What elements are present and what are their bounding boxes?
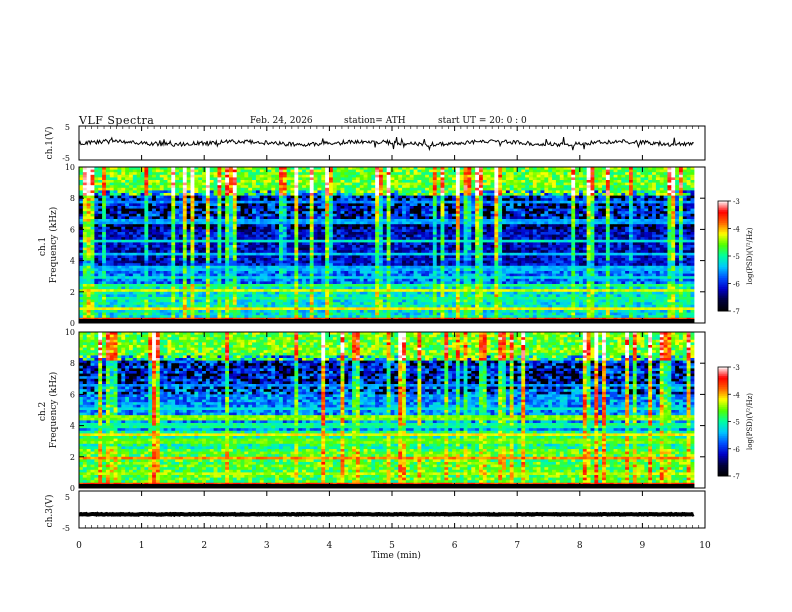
ch2-colorbar-tick-label: -7 xyxy=(733,473,740,481)
ch1-colorbar-label: log(PSD)(V²/Hz) xyxy=(746,227,754,284)
ch3-voltage-frame xyxy=(78,490,706,529)
ch1-colorbar-tick-label: -5 xyxy=(733,253,740,261)
figure-title: VLF Spectra xyxy=(79,114,155,127)
ch1-channel-label: ch.1 xyxy=(38,237,48,256)
ch2-colorbar-tick-label: -5 xyxy=(733,419,740,427)
ch1-spectrogram-panel: 0 2 4 6 8 10 ch.1 Frequency (kHz) -3 -4 -5 -6 -7 l… xyxy=(38,163,754,328)
ch2-freq-tick-label: 4 xyxy=(70,422,75,431)
time-axis-label: Time (min) xyxy=(371,550,421,561)
ch1-freq-tick-label: 10 xyxy=(65,163,75,172)
ch1-colorbar-tick-label: -3 xyxy=(733,198,740,206)
time-tick-label: 6 xyxy=(452,541,458,551)
ch3-voltage-trace xyxy=(78,511,695,518)
ch2-frequency-label: Frequency (kHz) xyxy=(48,372,59,449)
ch3-ytick-top: 5 xyxy=(65,493,70,502)
ch2-freq-tick-label: 8 xyxy=(70,359,75,368)
ch3-voltage-panel: 5 -5 ch.3(V) xyxy=(44,490,706,533)
ch2-channel-label: ch.2 xyxy=(38,402,48,421)
ch2-freq-tick-label: 0 xyxy=(70,484,75,493)
ch2-freq-tick-label: 6 xyxy=(70,390,75,399)
ch2-spectrogram-image xyxy=(79,332,705,489)
date-label: Feb. 24, 2026 xyxy=(250,116,313,126)
ch1-spectrogram-ylabel: ch.1 Frequency (kHz) xyxy=(38,207,59,284)
ch2-colorbar-tick-label: -6 xyxy=(733,446,740,454)
ch2-freq-tick-label: 2 xyxy=(70,453,75,462)
time-tick-label: 1 xyxy=(139,541,145,551)
ch2-spectrogram-ylabel: ch.2 Frequency (kHz) xyxy=(38,372,59,449)
ch1-freq-tick-label: 8 xyxy=(70,194,75,203)
ch2-freq-tick-label: 10 xyxy=(65,328,75,337)
ch2-spectrogram-panel: 0 2 4 6 8 10 ch.2 Frequency (kHz) -3 -4 -5 -6 -7 l… xyxy=(38,328,754,493)
ch1-voltage-ylabel: ch.1(V) xyxy=(44,127,55,160)
ch1-colorbar-tick-label: -7 xyxy=(733,308,740,316)
ch1-voltage-trace xyxy=(78,136,694,152)
time-tick-label: 5 xyxy=(389,541,395,551)
time-axis: 0 1 2 3 4 5 6 7 8 9 10 xyxy=(76,126,711,551)
ch1-colorbar-tick-label: -4 xyxy=(733,226,740,234)
time-tick-label: 8 xyxy=(577,541,583,551)
time-tick-label: 7 xyxy=(514,541,520,551)
ch1-freq-tick-label: 0 xyxy=(70,319,75,328)
time-tick-label: 9 xyxy=(640,541,646,551)
ch2-colorbar-tick-label: -4 xyxy=(733,391,740,399)
ch1-freq-tick-label: 2 xyxy=(70,288,75,297)
time-tick-label: 10 xyxy=(699,541,711,551)
time-tick-label: 2 xyxy=(201,541,207,551)
ch1-frequency-label: Frequency (kHz) xyxy=(48,207,59,284)
ch2-colorbar-tick-label: -3 xyxy=(733,364,740,372)
ch3-ytick-bottom: -5 xyxy=(62,524,70,533)
ch1-spectrogram-image xyxy=(79,167,705,324)
station-label: station= ATH xyxy=(344,116,406,126)
ch1-ytick-bottom: -5 xyxy=(62,154,70,163)
ch1-colorbar-tick-label: -6 xyxy=(733,281,740,289)
ch2-colorbar: -3 -4 -5 -6 -7 log(PSD)(V²/Hz) xyxy=(717,364,754,481)
ch1-ytick-top: 5 xyxy=(65,123,70,132)
ch1-freq-tick-label: 6 xyxy=(70,225,75,234)
ch1-freq-tick-label: 4 xyxy=(70,257,75,266)
time-tick-label: 4 xyxy=(327,541,333,551)
ch3-voltage-ylabel: ch.3(V) xyxy=(44,495,55,528)
time-tick-label: 3 xyxy=(264,541,270,551)
time-tick-label: 0 xyxy=(76,541,82,551)
ch2-colorbar-label: log(PSD)(V²/Hz) xyxy=(746,393,754,450)
ch1-voltage-panel: 5 -5 ch.1(V) xyxy=(44,123,706,163)
start-time-label: start UT = 20: 0 : 0 xyxy=(438,116,527,126)
ch1-colorbar: -3 -4 -5 -6 -7 log(PSD)(V²/Hz) xyxy=(717,198,754,316)
